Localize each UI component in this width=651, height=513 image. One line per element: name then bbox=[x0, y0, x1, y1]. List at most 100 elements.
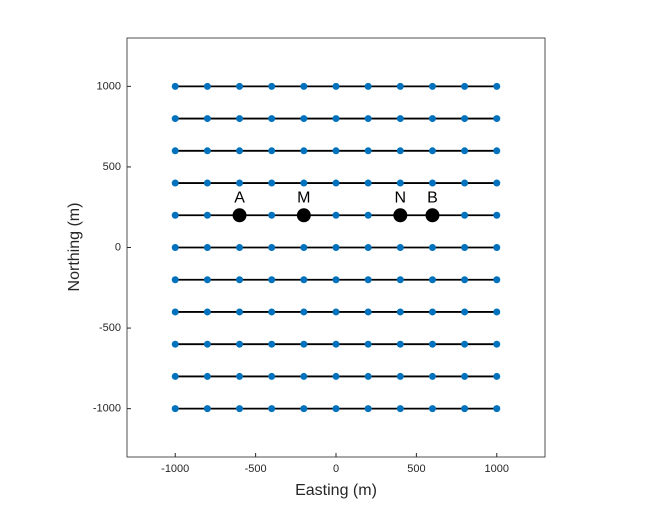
station-point bbox=[493, 405, 501, 413]
station-point bbox=[268, 244, 276, 251]
station-point bbox=[300, 115, 308, 123]
station-point bbox=[428, 308, 436, 316]
x-axis-label: Easting (m) bbox=[295, 482, 377, 499]
station-point bbox=[332, 340, 340, 348]
station-point bbox=[396, 147, 404, 155]
station-point bbox=[332, 115, 340, 123]
station-point bbox=[461, 340, 469, 348]
station-point bbox=[364, 308, 372, 316]
station-point bbox=[493, 244, 501, 251]
station-point bbox=[332, 244, 340, 251]
station-point bbox=[300, 82, 308, 90]
y-tick-label: -500 bbox=[99, 322, 121, 334]
station-point bbox=[493, 308, 501, 316]
station-point bbox=[171, 405, 179, 413]
station-point bbox=[236, 115, 244, 123]
station-point bbox=[203, 276, 211, 284]
station-point bbox=[332, 276, 340, 284]
station-point bbox=[268, 276, 276, 284]
station-point bbox=[300, 340, 308, 348]
station-point bbox=[332, 211, 340, 219]
station-point bbox=[493, 372, 501, 380]
station-point bbox=[461, 244, 469, 251]
station-point bbox=[203, 405, 211, 413]
station-point bbox=[493, 179, 501, 187]
station-point bbox=[236, 276, 244, 284]
electrode bbox=[393, 208, 408, 223]
station-point bbox=[171, 276, 179, 284]
station-point bbox=[364, 372, 372, 380]
station-point bbox=[203, 372, 211, 380]
station-point bbox=[461, 372, 469, 380]
station-point bbox=[428, 115, 436, 123]
station-point bbox=[171, 82, 179, 90]
station-point bbox=[236, 308, 244, 316]
station-point bbox=[364, 179, 372, 187]
station-point bbox=[268, 308, 276, 316]
station-point bbox=[171, 147, 179, 155]
station-point bbox=[396, 308, 404, 316]
station-point bbox=[236, 147, 244, 155]
station-point bbox=[236, 179, 244, 187]
station-point bbox=[171, 308, 179, 316]
x-tick-label: -1000 bbox=[161, 463, 189, 475]
electrode-label: A bbox=[234, 189, 245, 206]
station-point bbox=[461, 179, 469, 187]
station-point bbox=[493, 147, 501, 155]
station-point bbox=[364, 115, 372, 123]
electrode-label: N bbox=[395, 189, 407, 206]
station-point bbox=[428, 82, 436, 90]
station-point bbox=[493, 211, 501, 219]
station-point bbox=[171, 340, 179, 348]
station-point bbox=[396, 82, 404, 90]
station-point bbox=[268, 405, 276, 413]
station-point bbox=[203, 115, 211, 123]
station-point bbox=[428, 276, 436, 284]
station-point bbox=[428, 147, 436, 155]
station-point bbox=[332, 308, 340, 316]
station-point bbox=[364, 340, 372, 348]
station-point bbox=[171, 211, 179, 219]
station-point bbox=[461, 211, 469, 219]
station-point bbox=[171, 115, 179, 123]
station-point bbox=[268, 372, 276, 380]
station-point bbox=[268, 82, 276, 90]
station-point bbox=[428, 244, 436, 251]
station-point bbox=[236, 82, 244, 90]
station-point bbox=[461, 82, 469, 90]
station-point bbox=[300, 308, 308, 316]
station-point bbox=[171, 372, 179, 380]
electrode bbox=[425, 208, 440, 223]
x-tick-label: -500 bbox=[245, 463, 267, 475]
station-point bbox=[428, 405, 436, 413]
y-tick-label: 0 bbox=[115, 241, 121, 253]
station-point bbox=[332, 405, 340, 413]
x-tick-label: 0 bbox=[333, 463, 339, 475]
station-point bbox=[364, 211, 372, 219]
y-tick-label: -1000 bbox=[93, 403, 121, 415]
station-point bbox=[236, 405, 244, 413]
station-point bbox=[396, 276, 404, 284]
station-point bbox=[364, 147, 372, 155]
electrode-label: M bbox=[297, 189, 310, 206]
station-point bbox=[268, 179, 276, 187]
station-point bbox=[461, 147, 469, 155]
station-point bbox=[236, 244, 244, 251]
station-point bbox=[364, 405, 372, 413]
electrode bbox=[232, 208, 247, 223]
station-point bbox=[461, 308, 469, 316]
station-point bbox=[396, 179, 404, 187]
station-point bbox=[236, 372, 244, 380]
station-point bbox=[396, 340, 404, 348]
station-point bbox=[203, 308, 211, 316]
station-point bbox=[461, 276, 469, 284]
station-point bbox=[461, 405, 469, 413]
station-point bbox=[493, 82, 501, 90]
station-point bbox=[493, 340, 501, 348]
station-point bbox=[203, 244, 211, 251]
station-point bbox=[461, 115, 469, 123]
station-point bbox=[364, 82, 372, 90]
station-point bbox=[428, 340, 436, 348]
station-point bbox=[300, 147, 308, 155]
